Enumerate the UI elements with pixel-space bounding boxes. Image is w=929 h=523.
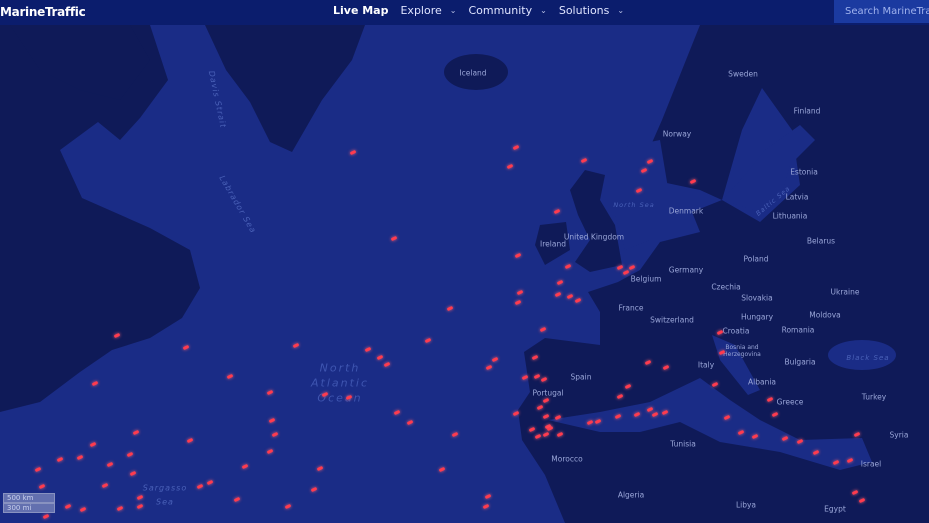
country-label: Ukraine — [830, 287, 860, 297]
black-sea-label: Black Sea — [846, 354, 890, 362]
nav-label: Community — [468, 4, 533, 17]
country-label: Syria — [889, 430, 909, 440]
nav-solutions[interactable]: Solutions ⌄ — [559, 4, 624, 17]
country-label: Algeria — [617, 490, 645, 500]
country-label: Slovakia — [741, 293, 773, 303]
top-navigation-bar: MarineTraffic Live Map Explore ⌄ Communit… — [0, 0, 929, 25]
country-label: Ireland — [540, 239, 566, 249]
baffin-land — [10, 25, 150, 100]
search-placeholder: Search MarineTraffic — [845, 6, 929, 17]
nav-explore[interactable]: Explore ⌄ — [400, 4, 456, 17]
country-label: Morocco — [551, 454, 583, 464]
chevron-down-icon: ⌄ — [449, 6, 457, 15]
map-land — [0, 25, 929, 523]
main-nav: Live Map Explore ⌄ Community ⌄ Solutions ⌄ — [333, 4, 624, 17]
canada-land — [0, 25, 200, 412]
mediterranean-sea — [548, 378, 872, 470]
marinetraffic-logo[interactable]: MarineTraffic — [0, 5, 86, 19]
country-label: Hungary — [740, 312, 774, 322]
country-label: Croatia — [722, 326, 750, 336]
country-label: Italy — [697, 360, 715, 370]
greenland-land — [205, 25, 365, 152]
country-label: United Kingdom — [563, 232, 625, 242]
country-label: Latvia — [785, 192, 809, 202]
country-label: France — [618, 303, 644, 313]
country-label: Switzerland — [650, 315, 694, 325]
scale-mi: 300 mi — [3, 503, 55, 513]
chevron-down-icon: ⌄ — [540, 6, 547, 15]
nav-community[interactable]: Community ⌄ — [468, 4, 546, 17]
europe-africa-land — [518, 25, 929, 523]
live-map[interactable]: Davis Strait Labrador Sea North Sea Balt… — [0, 25, 929, 523]
country-label: Iceland — [459, 68, 487, 78]
country-label: Moldova — [809, 310, 841, 320]
chevron-down-icon: ⌄ — [617, 6, 625, 15]
country-label: Poland — [743, 254, 769, 264]
baltic-sea — [722, 125, 815, 212]
country-label: Sweden — [728, 69, 758, 79]
country-label: Libya — [735, 500, 757, 510]
country-label: Portugal — [532, 388, 564, 398]
country-label: Belarus — [806, 236, 836, 246]
country-label: Estonia — [790, 167, 818, 177]
search-input[interactable]: Search MarineTraffic — [834, 0, 929, 23]
nav-live-map[interactable]: Live Map — [333, 4, 388, 17]
country-label: Lithuania — [772, 211, 808, 221]
country-label: Romania — [781, 325, 815, 335]
country-label: Albania — [747, 377, 777, 387]
country-label: Belgium — [630, 274, 662, 284]
ocean-label-3: Ocean — [317, 391, 363, 405]
country-label: Norway — [662, 129, 692, 139]
country-label: Bulgaria — [784, 357, 816, 367]
nav-label: Live Map — [333, 4, 389, 17]
uk-land — [570, 170, 622, 272]
country-label: Greece — [776, 397, 804, 407]
north-sea — [610, 140, 670, 250]
sargasso-label-1: Sargasso — [142, 483, 188, 493]
country-label: Tunisia — [670, 439, 696, 449]
black-sea — [828, 340, 896, 370]
ocean-label-2: Atlantic — [310, 376, 370, 390]
country-label: Israel — [860, 459, 882, 469]
country-label: Denmark — [668, 206, 704, 216]
north-sea-label: North Sea — [613, 201, 655, 209]
country-label: Egypt — [824, 504, 846, 514]
country-label: Spain — [570, 372, 592, 382]
ireland-land — [535, 222, 570, 265]
iceland-land — [444, 54, 508, 90]
scale-km: 500 km — [3, 493, 55, 503]
country-label: Czechia — [711, 282, 741, 292]
country-label: Germany — [668, 265, 704, 275]
nav-label: Explore — [400, 4, 442, 17]
country-label: Finland — [793, 106, 821, 116]
nav-label: Solutions — [558, 4, 610, 17]
map-scale: 500 km 300 mi — [3, 493, 55, 513]
country-label: Bosnia and Herzegovina — [723, 344, 761, 358]
sargasso-label-2: Sea — [156, 497, 174, 507]
ocean-label-1: North — [319, 361, 361, 375]
country-label: Turkey — [861, 392, 887, 402]
